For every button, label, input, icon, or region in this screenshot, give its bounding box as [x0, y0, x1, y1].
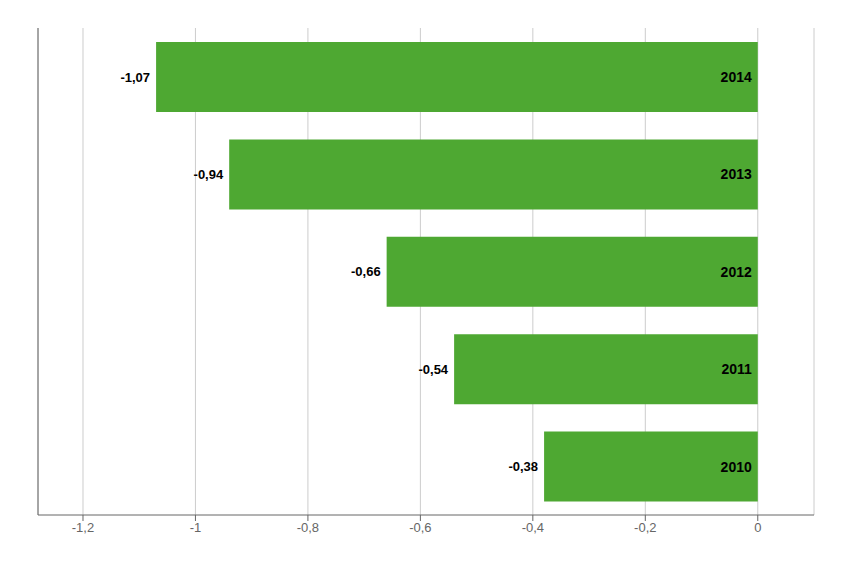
svg-text:-0,94: -0,94 [194, 167, 224, 182]
svg-text:-0,2: -0,2 [634, 520, 656, 535]
svg-text:-1,2: -1,2 [72, 520, 94, 535]
svg-text:-0,6: -0,6 [409, 520, 431, 535]
svg-text:-0,66: -0,66 [351, 264, 381, 279]
svg-text:-1,07: -1,07 [120, 70, 150, 85]
svg-text:2014: 2014 [721, 69, 752, 85]
svg-text:-0,4: -0,4 [522, 520, 544, 535]
svg-text:2012: 2012 [721, 264, 752, 280]
svg-text:2013: 2013 [721, 166, 752, 182]
svg-text:-0,8: -0,8 [297, 520, 319, 535]
svg-text:2010: 2010 [721, 459, 752, 475]
svg-text:0: 0 [754, 520, 761, 535]
svg-text:-0,54: -0,54 [418, 362, 448, 377]
svg-text:-0,38: -0,38 [508, 459, 538, 474]
svg-text:2011: 2011 [721, 361, 752, 377]
svg-text:-1: -1 [190, 520, 202, 535]
